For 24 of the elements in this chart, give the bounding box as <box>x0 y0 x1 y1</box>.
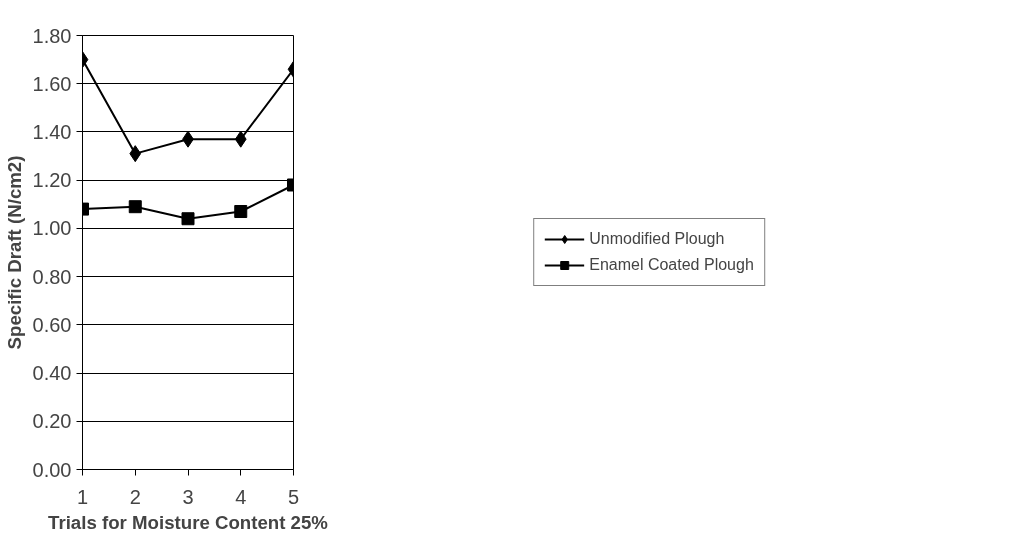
x-tick-label: 3 <box>182 485 194 508</box>
point <box>234 205 248 219</box>
y-tick-label: 0.80 <box>32 265 72 288</box>
y-tick-label: 1.80 <box>32 24 72 47</box>
x-tick-label: 5 <box>287 485 300 508</box>
y-tick-label: 0.00 <box>32 458 72 481</box>
x-tick-label: 2 <box>129 485 141 508</box>
y-tick-label: 1.20 <box>32 169 72 192</box>
point <box>234 130 247 148</box>
y-tick-label: 0.40 <box>32 362 72 385</box>
y-axis-title: Specific Draft (N/cm2) <box>3 155 25 350</box>
x-axis-title: Trials for Moisture Content 25% <box>48 511 329 533</box>
legend-label: Unmodified Plough <box>589 230 725 248</box>
y-tick-label: 0.20 <box>32 410 72 433</box>
y-tick-label: 1.40 <box>32 120 72 143</box>
y-tick-label: 0.60 <box>32 313 72 336</box>
point <box>128 200 142 214</box>
x-tick-label: 1 <box>76 485 89 508</box>
x-tick-label: 4 <box>235 485 247 508</box>
y-tick-label: 1.60 <box>32 72 72 95</box>
point <box>181 212 195 226</box>
y-tick-label: 1.00 <box>32 217 72 240</box>
legend-label: Enamel Coated Plough <box>589 256 754 274</box>
point <box>129 145 142 163</box>
